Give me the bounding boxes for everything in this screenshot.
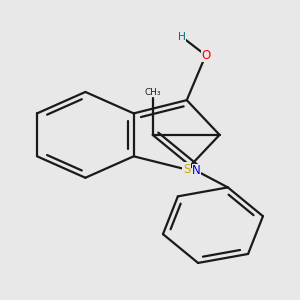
Text: N: N <box>192 164 201 177</box>
Text: H: H <box>178 32 186 42</box>
Text: S: S <box>183 163 190 176</box>
Text: CH₃: CH₃ <box>144 88 161 97</box>
Text: O: O <box>201 49 210 62</box>
